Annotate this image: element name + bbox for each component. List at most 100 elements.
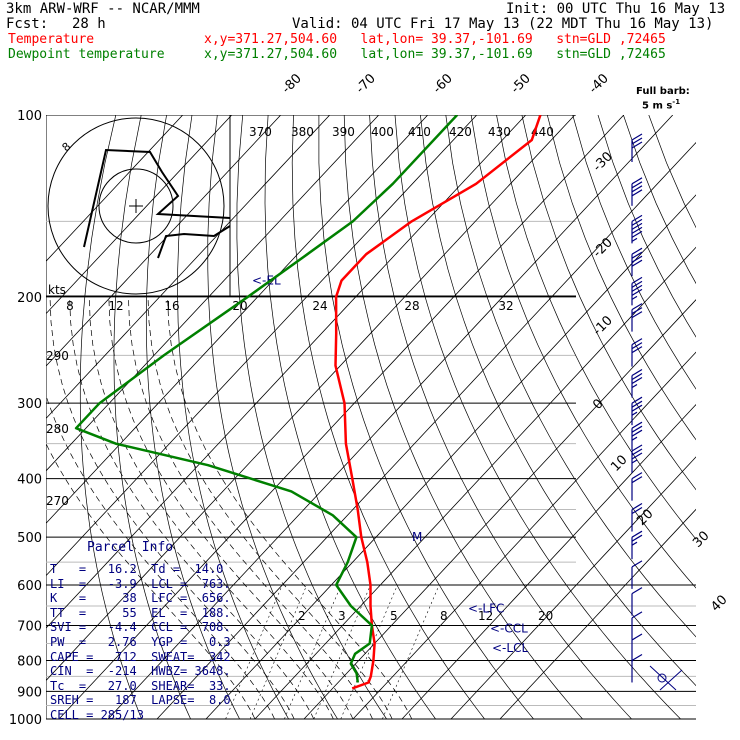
wind-barb-flag <box>631 346 643 354</box>
moist-adiabat <box>128 296 373 720</box>
wind-barb-flag <box>631 396 643 404</box>
dewpoint-legend: Dewpoint temperature <box>8 47 165 62</box>
wind-barb-half <box>631 237 638 242</box>
pressure-tick-label: 1000 <box>9 713 42 728</box>
moist-adiabat <box>167 296 413 720</box>
dry-adiabat <box>420 115 696 687</box>
profile-dewpoint-temperature <box>74 115 459 683</box>
wind-barb-flag <box>631 280 643 288</box>
wind-barb-flag <box>631 530 643 538</box>
theta-label: 380 <box>291 125 314 139</box>
isotherm-label: -10 <box>590 313 616 339</box>
dry-adiabat <box>369 115 632 720</box>
isotherm <box>46 115 184 262</box>
wind-barb-flag <box>631 444 643 452</box>
parcel-info-row: LI = -3.9 LCL = 763. <box>50 576 231 591</box>
dewpoint-location: x,y=371.27,504.60 lat,lon= 39.37,-101.69… <box>204 47 666 62</box>
isotherm <box>499 508 696 720</box>
wind-barb-flag <box>631 133 643 141</box>
isotherm <box>352 351 696 720</box>
level-marker: <-CCL <box>490 621 528 635</box>
level-marker: <-LFC <box>468 601 504 615</box>
mixing-ratio-line <box>340 584 398 720</box>
profile-temperature <box>334 115 542 690</box>
parcel-info-row: Tc = 27.0 SHEAR= 33. <box>50 678 231 693</box>
mixing-ratio-line <box>249 584 308 720</box>
isotherm-label: -80 <box>279 71 305 97</box>
isotherm <box>46 115 331 420</box>
pressure-tick-label: 800 <box>17 654 42 669</box>
isotherm-label: -20 <box>590 235 616 261</box>
theta-label: 370 <box>249 125 272 139</box>
isotherm <box>401 403 696 720</box>
theta-label: 280 <box>46 422 69 436</box>
wind-barb-half <box>631 459 638 464</box>
wind-barb-half <box>631 541 638 546</box>
wind-barb-flag <box>631 307 643 315</box>
isotherm-label: -70 <box>353 71 379 97</box>
isotherm <box>303 299 696 720</box>
model-title: 3km ARW-WRF -- NCAR/MMM <box>6 1 200 17</box>
pressure-tick-label: 500 <box>17 531 42 546</box>
wind-barb-flag <box>631 251 643 259</box>
wind-barb-flag <box>631 653 643 661</box>
wind-barb-flag <box>631 230 643 238</box>
isotherm <box>46 115 429 524</box>
isotherm-label: -30 <box>590 149 616 175</box>
mixing-ratio-label: 12 <box>478 609 493 623</box>
theta-label: 400 <box>371 125 394 139</box>
isotherm <box>107 115 674 720</box>
wind-barb-flag <box>631 560 643 568</box>
moist-adiabat <box>69 296 315 720</box>
wind-barb-flag <box>631 288 643 296</box>
wind-barb-flag <box>631 181 643 189</box>
wind-barb-flag <box>631 214 643 222</box>
dry-adiabat <box>318 115 534 720</box>
forecast-hour: 28 h <box>72 16 106 32</box>
wind-barb-flag <box>631 185 643 193</box>
isotherm-label: 10 <box>608 453 630 475</box>
level-marker: M <box>412 530 422 544</box>
wind-barb-flag <box>631 303 643 311</box>
wind-barb-half <box>631 295 638 300</box>
dry-adiabat <box>207 115 338 720</box>
hodograph-ring-label: 28 <box>404 299 419 313</box>
hodograph-ring-label: 20 <box>232 299 247 313</box>
moist-adiabat <box>88 296 334 720</box>
hodograph-inner-ring <box>98 168 174 244</box>
dry-adiabat <box>145 115 240 720</box>
hodograph-ring-label: 8 <box>66 299 74 313</box>
wind-barb-flag <box>631 177 643 185</box>
hodograph-ring-label: 12 <box>108 299 123 313</box>
dry-adiabat <box>264 115 436 720</box>
theta-label: 270 <box>46 494 69 508</box>
dry-adiabat <box>343 115 583 720</box>
pressure-tick-label: 200 <box>17 291 42 306</box>
dry-adiabat <box>623 115 696 285</box>
dry-adiabat <box>394 115 681 720</box>
dry-adiabat <box>470 115 696 589</box>
hodograph-outer-ring <box>47 117 225 295</box>
moist-adiabat <box>46 442 256 720</box>
barb-legend-unit: 5 m s-1 <box>636 97 690 111</box>
theta-label: 290 <box>46 349 69 363</box>
init-time: Init: 00 UTC Thu 16 May 13 <box>506 1 726 17</box>
theta-label: 410 <box>408 125 431 139</box>
isotherm-label: 30 <box>690 529 712 551</box>
surface-wind-barbs <box>649 665 683 691</box>
mixing-ratio-label: 2 <box>298 609 306 623</box>
wind-barb-flag <box>631 222 643 230</box>
barb-legend: Full barb: 5 m s-1 <box>636 86 690 111</box>
barb-legend-title: Full barb: <box>636 86 690 97</box>
wind-barb-flag <box>631 587 643 595</box>
dry-adiabat <box>445 115 696 638</box>
valid-time: Valid: 04 UTC Fri 17 May 13 (22 MDT Thu … <box>292 16 714 32</box>
isotherm-label: 40 <box>708 593 730 615</box>
barb-legend-value: 5 m s <box>642 100 673 112</box>
dry-adiabat <box>546 115 696 441</box>
isotherm <box>450 456 696 720</box>
wind-barb-flag <box>631 452 643 460</box>
isotherm-label: -60 <box>430 71 456 97</box>
dry-adiabat <box>496 115 696 540</box>
